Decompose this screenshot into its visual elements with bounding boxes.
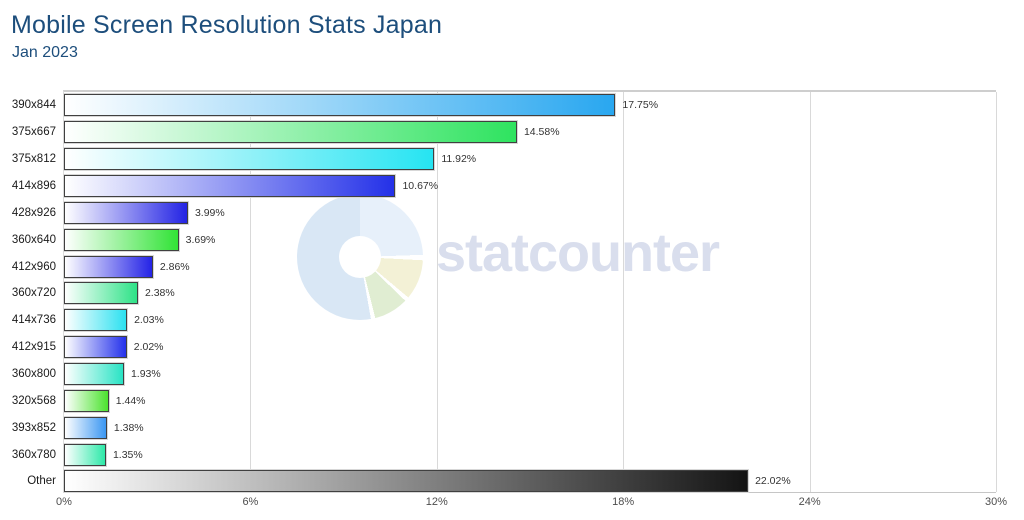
category-label: 414x896 [11,180,56,192]
bar-rows: 390x844 17.75% 375x667 14.58% 375x812 11.92% 4… [12,92,996,495]
category-label: 375x812 [11,153,56,166]
value-label: 1.35% [112,448,143,461]
gridline-30 [996,92,997,492]
category-label: 360x780 [11,448,56,461]
value-label: 11.92% [441,153,477,166]
bar-360x800 [64,363,124,386]
x-tick-label: 18% [612,496,635,508]
category-label: 414x736 [11,314,56,327]
statcounter-watermark: statcounter [436,223,720,283]
category-label: 428x926 [11,206,56,219]
value-label: 2.02% [133,341,164,354]
x-tick-label: 6% [242,496,259,508]
value-label: 1.44% [115,394,146,407]
chart-title: Mobile Screen Resolution Stats Japan [11,11,443,39]
category-label: 360x640 [11,233,56,246]
bar-375x812 [64,148,435,171]
bar-row: 414x736 2.03% [12,307,996,334]
gridline-6 [250,92,252,492]
bar-412x960 [64,255,153,278]
bar-row: 360x720 2.38% [12,280,996,307]
x-tick-label: 24% [798,496,821,508]
bar-row: 375x667 14.58% [12,119,996,146]
value-label: 22.02% [755,475,791,488]
bar-320x568 [64,389,109,412]
category-label: 375x667 [11,126,56,139]
bar-360x780 [64,443,106,466]
value-label: 3.69% [185,233,216,246]
category-label: 412x915 [11,341,56,354]
bar-414x896 [64,175,396,197]
plot-area: statcounter 390x844 17.75% 375x667 14.58% 37… [12,90,1007,508]
value-label: 2.03% [134,314,164,327]
category-label: Other [27,475,56,488]
category-label: 360x800 [11,368,56,381]
bar-row: 412x915 2.02% [12,334,996,361]
bar-360x720 [64,282,138,305]
x-axis: 0% 6% 12% 18% 24% 30% [56,492,1007,512]
category-label: 390x844 [11,99,56,112]
value-label: 14.58% [523,126,560,139]
bar-row: 390x844 17.75% [12,92,996,119]
bar-row: 412x960 2.86% [12,253,996,280]
bar-other [64,470,749,493]
value-label: 3.99% [194,206,225,219]
category-label: 320x568 [11,394,56,407]
gridline-18 [623,92,625,492]
gridline-12 [436,92,438,492]
bar-row: 414x896 10.67% [12,173,996,200]
bar-row: Other 22.02% [27,468,996,495]
bar-row: 360x800 1.93% [12,361,996,388]
chart-subtitle: Jan 2023 [12,44,78,61]
bar-row: 360x640 3.69% [12,226,996,253]
x-tick-label: 12% [425,496,448,508]
statcounter-logo-hole [339,236,381,278]
bar-390x844 [64,94,616,117]
category-label: 412x960 [11,260,56,273]
statcounter-logo-icon [297,194,423,320]
bar-428x926 [64,201,188,224]
bar-414x736 [64,309,128,332]
value-label: 10.67% [402,180,439,192]
category-label: 393x852 [11,421,56,434]
value-label: 1.93% [130,368,161,381]
value-label: 1.38% [113,421,144,434]
gridline-24 [809,92,811,492]
bar-360x640 [64,228,179,251]
value-label: 2.86% [159,260,190,273]
category-label: 360x720 [11,287,56,300]
x-tick-label: 0% [56,496,72,508]
bar-row: 393x852 1.38% [12,414,996,441]
bar-375x667 [64,121,517,144]
value-label: 2.38% [144,287,175,300]
bar-row: 320x568 1.44% [12,387,996,414]
value-label: 17.75% [622,99,659,112]
bar-row: 375x812 11.92% [12,146,996,173]
x-tick-label: 30% [984,496,1008,508]
bar-393x852 [64,416,107,439]
bar-row: 360x780 1.35% [12,441,996,468]
bar-row: 428x926 3.99% [12,199,996,226]
bar-412x915 [64,336,127,359]
